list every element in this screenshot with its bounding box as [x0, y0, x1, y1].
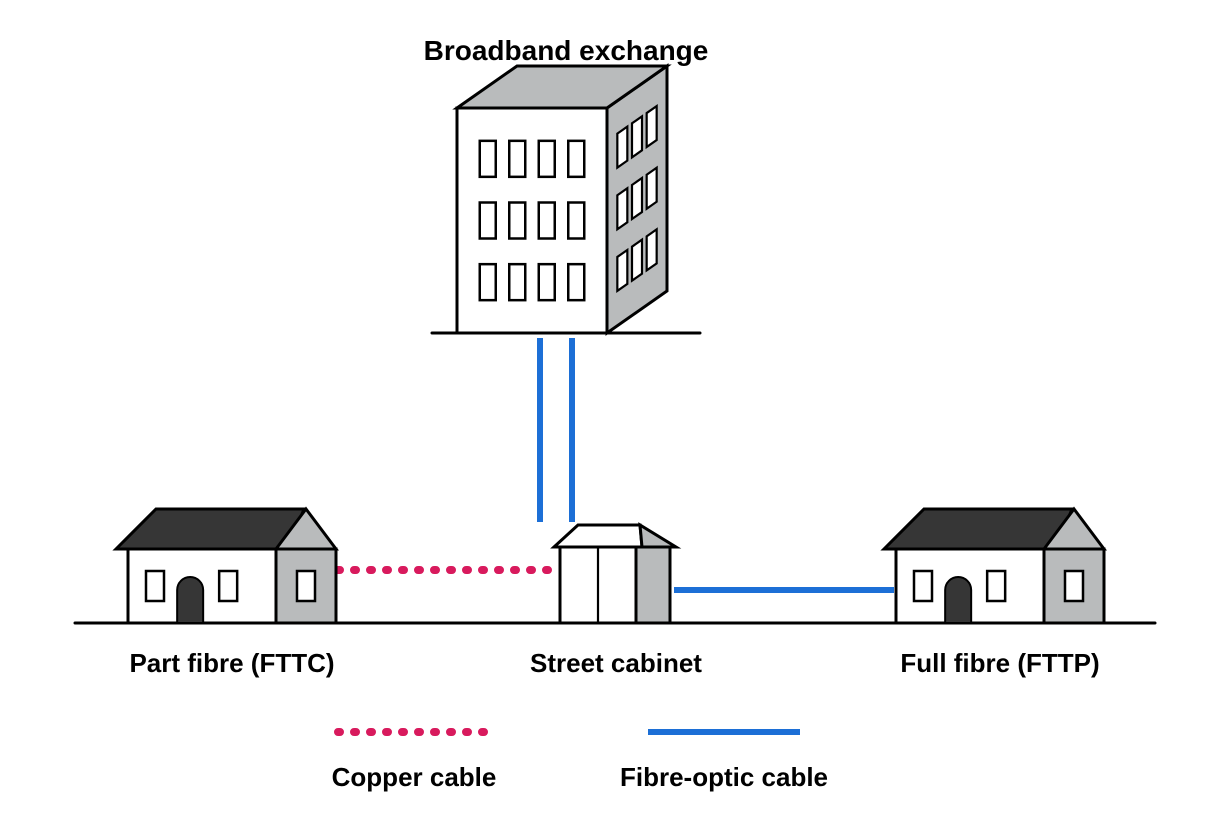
exchange-window [509, 141, 525, 177]
exchange-side-window [647, 229, 657, 270]
title-label: Broadband exchange [424, 35, 709, 66]
exchange-window [568, 203, 584, 239]
legend-fibre-label: Fibre-optic cable [620, 762, 828, 792]
exchange-side-window [647, 168, 657, 209]
house-roof [116, 509, 304, 549]
cabinet-roof-front [554, 525, 642, 547]
left-house-label: Part fibre (FTTC) [129, 648, 334, 678]
exchange-window [480, 203, 496, 239]
exchange-window [509, 203, 525, 239]
house-window [146, 571, 164, 601]
exchange-window [539, 264, 555, 300]
house-door [177, 577, 203, 623]
house-window [987, 571, 1005, 601]
exchange-side-window [617, 250, 627, 291]
cabinet-roof-side [640, 525, 676, 547]
exchange-side-window [632, 178, 642, 219]
exchange-window [480, 141, 496, 177]
exchange-window [568, 141, 584, 177]
house-window [914, 571, 932, 601]
house-door [945, 577, 971, 623]
street-cabinet [554, 525, 676, 623]
exchange-building [432, 66, 700, 333]
cabinet-label: Street cabinet [530, 648, 702, 678]
exchange-window [480, 264, 496, 300]
legend-copper-label: Copper cable [332, 762, 497, 792]
left-house [116, 509, 336, 623]
house-roof [884, 509, 1072, 549]
exchange-window [568, 264, 584, 300]
cabinet-side [636, 547, 670, 623]
house-window [219, 571, 237, 601]
exchange-window [539, 203, 555, 239]
right-house [884, 509, 1104, 623]
house-side-window [297, 571, 315, 601]
exchange-window [539, 141, 555, 177]
exchange-side-window [632, 116, 642, 157]
exchange-side-window [617, 188, 627, 229]
exchange-window [509, 264, 525, 300]
exchange-side-window [647, 106, 657, 147]
exchange-side-window [632, 240, 642, 281]
house-side-window [1065, 571, 1083, 601]
right-house-label: Full fibre (FTTP) [900, 648, 1099, 678]
exchange-side-window [617, 127, 627, 168]
